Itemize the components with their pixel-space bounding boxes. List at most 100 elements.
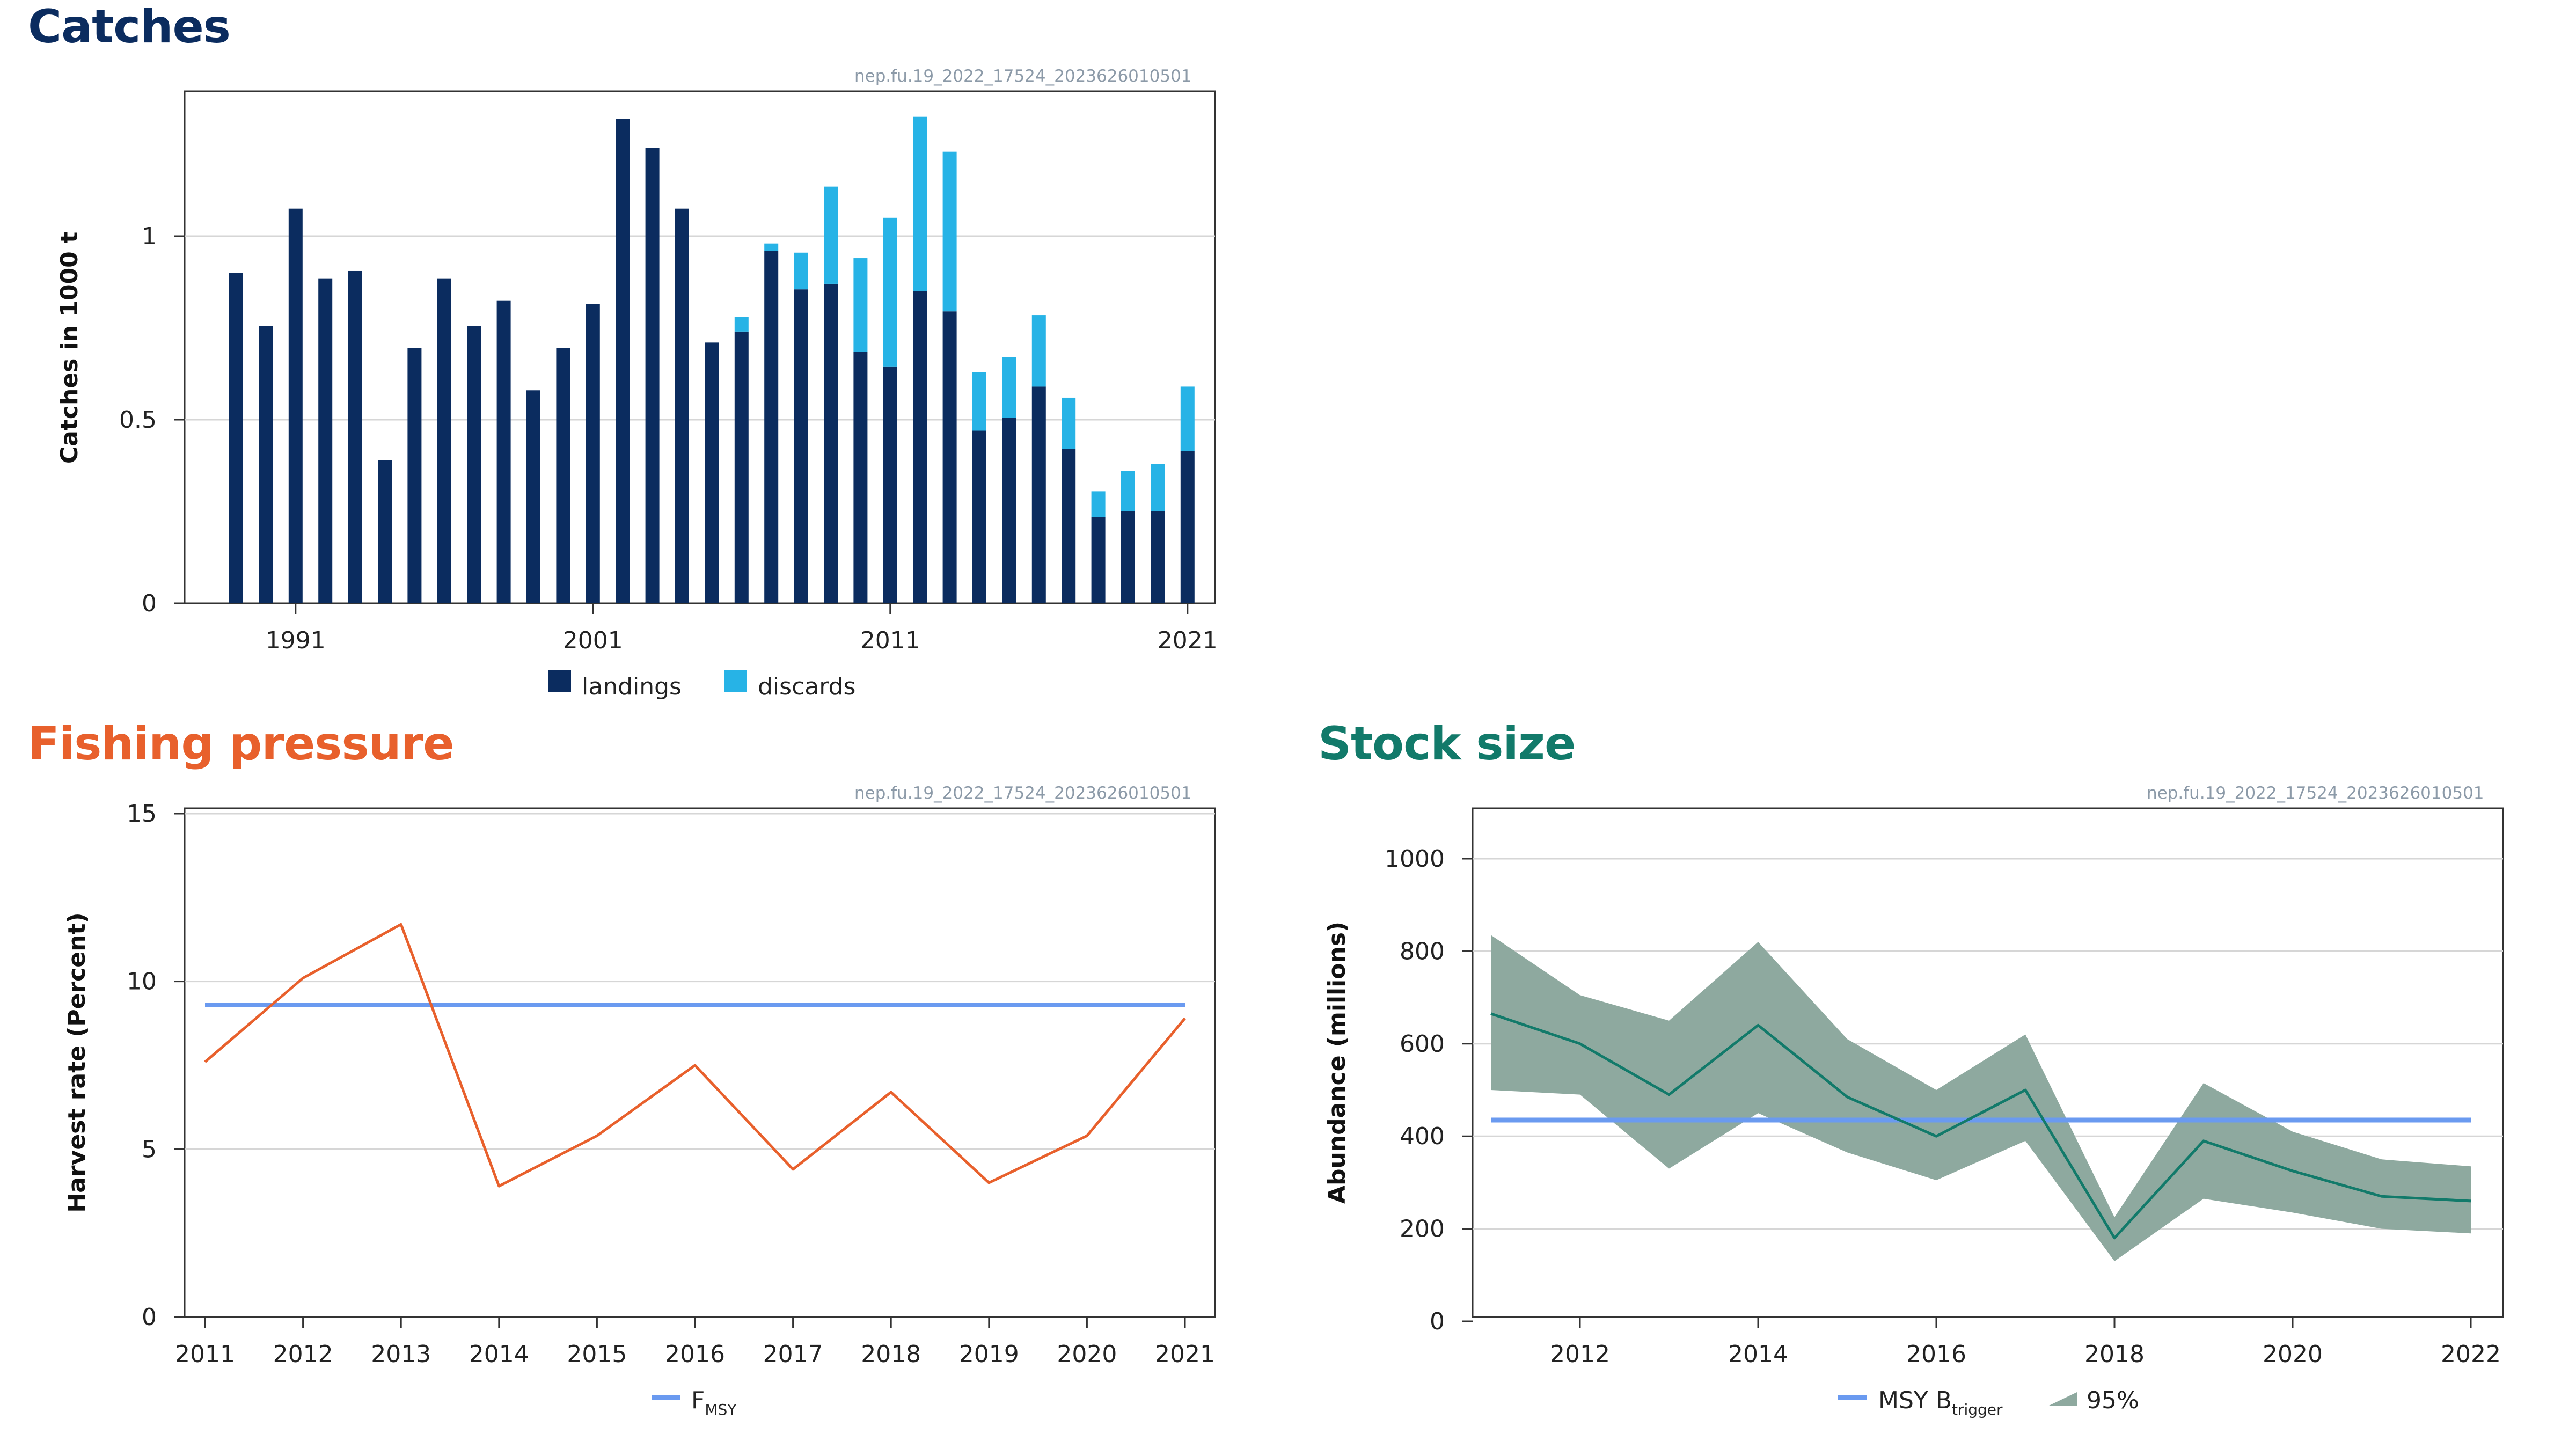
stock-y-tick-label: 1000 (1385, 845, 1445, 873)
stock-x-tick-label: 2016 (1906, 1341, 1966, 1368)
landings-bar (288, 208, 303, 603)
fishing-y-tick-label: 0 (142, 1304, 157, 1331)
legend-landings-label: landings (582, 673, 682, 700)
fishing-x-tick-label: 2012 (273, 1341, 333, 1368)
landings-bar (942, 311, 957, 603)
discards-bar (734, 317, 749, 332)
stock-x-tick-label: 2020 (2263, 1341, 2323, 1368)
landings-bar (1002, 418, 1016, 603)
landings-bar (824, 283, 838, 603)
landings-bar (913, 291, 927, 603)
catches-code-label: nep.fu.19_2022_17524_2023626010501 (854, 67, 1192, 86)
stock-code-label: nep.fu.19_2022_17524_2023626010501 (2147, 784, 2484, 803)
fishing-x-tick-label: 2019 (959, 1341, 1019, 1368)
landings-bar (675, 208, 689, 603)
stock-x-tick-label: 2022 (2441, 1341, 2501, 1368)
catches-x-tick-label: 2011 (860, 627, 920, 654)
catches-x-ticks: 1991 2001 2011 2021 (266, 603, 1218, 654)
stock-x-tick-label: 2018 (2084, 1341, 2145, 1368)
legend-discards-swatch (724, 670, 747, 692)
landings-bar (318, 278, 333, 603)
discards-bar (942, 151, 957, 312)
fishing-x-tick-label: 2014 (469, 1341, 529, 1368)
discards-bar (1031, 315, 1046, 387)
catches-x-tick-label: 1991 (266, 627, 326, 654)
discards-bar (1151, 464, 1165, 511)
fishing-x-tick-label: 2011 (175, 1341, 235, 1368)
landings-bar (645, 148, 660, 604)
stock-y-ticks: 0 200 400 600 800 1000 (1385, 845, 1473, 1335)
catches-title: Catches (28, 0, 231, 54)
fishing-x-tick-label: 2013 (371, 1341, 431, 1368)
catches-y-tick-label: 1 (142, 223, 157, 250)
legend-msyb-subscript: trigger (1952, 1401, 2003, 1418)
landings-bar (705, 342, 719, 603)
landings-bar (853, 352, 868, 603)
stock-x-tick-label: 2012 (1550, 1341, 1610, 1368)
catches-y-tick-label: 0.5 (119, 406, 157, 434)
landings-bar (1031, 386, 1046, 603)
discards-bar (794, 252, 808, 290)
landings-bar (556, 348, 570, 603)
discards-bar (972, 372, 986, 431)
fishing-x-ticks: 2011 2012 2013 2014 2015 2016 2017 2018 2019 2020… (175, 1317, 1215, 1368)
landings-bar (378, 460, 392, 603)
stock-plot-frame (1472, 807, 2504, 1318)
landings-bar (467, 326, 481, 603)
discards-bar (1180, 386, 1195, 451)
legend-fmsy-subscript: MSY (705, 1401, 737, 1418)
fishing-series (204, 923, 1186, 1188)
fishing-legend: FMSY (652, 1387, 737, 1418)
fishing-y-tick-label: 10 (127, 968, 157, 996)
fishing-y-ticks: 0 5 10 15 (127, 800, 185, 1331)
discards-bar (883, 217, 897, 367)
fishing-x-tick-label: 2017 (763, 1341, 823, 1368)
stock-y-tick-label: 600 (1400, 1030, 1445, 1058)
legend-95-label: 95% (2087, 1387, 2139, 1414)
catches-bars (229, 116, 1195, 604)
stock-legend: MSY Btrigger 95% (1838, 1387, 2139, 1418)
stock-size-title: Stock size (1318, 717, 1576, 771)
catches-y-ticks: 00.51 (119, 223, 185, 617)
landings-bar (526, 390, 540, 603)
stock-y-tick-label: 400 (1400, 1123, 1445, 1150)
landings-bar (883, 366, 897, 603)
stock-series (1490, 1012, 2471, 1240)
catches-legend: landings discards (548, 670, 855, 700)
landings-bar (496, 300, 511, 603)
stock-y-axis-title: Abundance (millions) (1323, 921, 1351, 1204)
legend-msybtrigger-label: MSY Btrigger (1878, 1387, 2003, 1418)
landings-bar (259, 326, 273, 603)
stock-x-tick-label: 2014 (1728, 1341, 1788, 1368)
legend-discards-label: discards (758, 673, 855, 700)
stock-y-tick-label: 200 (1400, 1216, 1445, 1243)
fishing-x-tick-label: 2020 (1057, 1341, 1117, 1368)
landings-bar (1062, 449, 1076, 603)
catches-y-tick-label: 0 (142, 590, 157, 617)
landings-bar (586, 304, 600, 603)
landings-bar (229, 273, 243, 603)
fishing-pressure-title: Fishing pressure (28, 717, 454, 771)
stock-confidence-band (1491, 935, 2471, 1261)
fishing-x-tick-label: 2015 (567, 1341, 627, 1368)
landings-bar (407, 348, 422, 603)
fishing-plot-frame (184, 807, 1216, 1318)
landings-bar (972, 430, 986, 603)
discards-bar (853, 258, 868, 352)
discards-bar (824, 186, 838, 284)
discards-bar (1121, 471, 1135, 511)
confidence-band-95 (1491, 935, 2471, 1261)
landings-bar (1180, 451, 1195, 603)
fishing-gridlines (185, 813, 1215, 1150)
stock-y-tick-label: 0 (1430, 1308, 1445, 1335)
discards-bar (913, 116, 927, 291)
catches-x-tick-label: 2021 (1158, 627, 1218, 654)
landings-bar (1151, 511, 1165, 603)
landings-bar (437, 278, 451, 603)
discards-bar (764, 243, 779, 251)
fishing-code-label: nep.fu.19_2022_17524_2023626010501 (854, 784, 1192, 803)
fishing-y-tick-label: 15 (127, 800, 157, 828)
